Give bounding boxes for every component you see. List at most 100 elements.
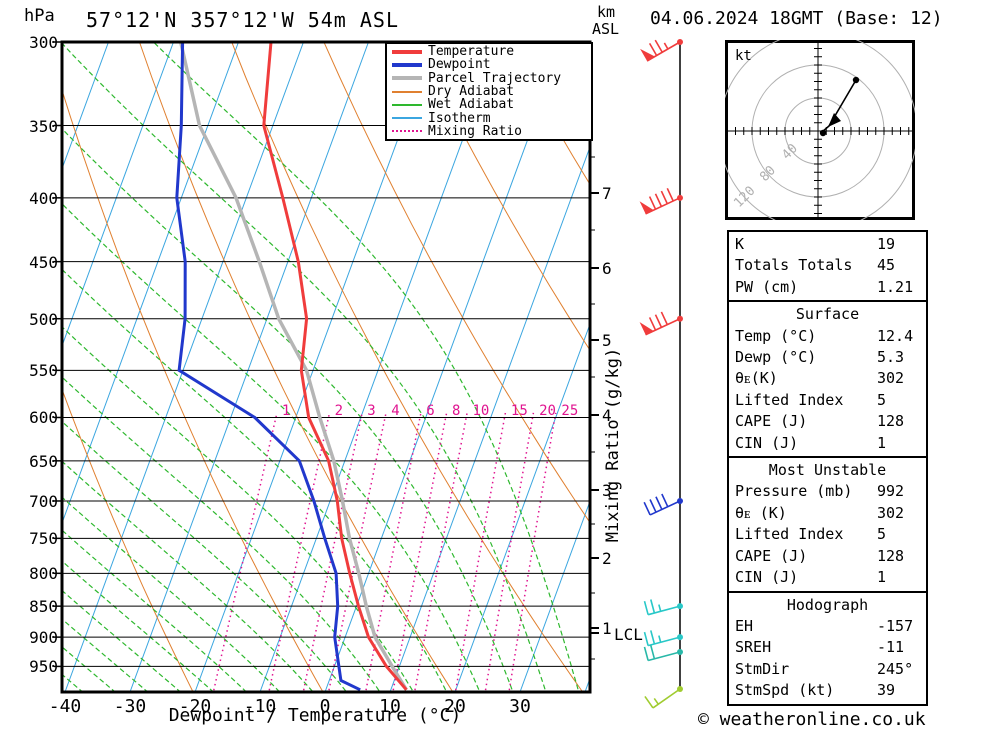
wind-barb-feather: [654, 193, 663, 207]
indices-table: K 19 Totals Totals 45 PW (cm) 1.21: [727, 230, 928, 303]
table-row: K 19: [735, 234, 926, 255]
stat-label: CAPE (J): [735, 412, 808, 431]
hodograph-axes: [728, 43, 912, 217]
wind-barb-feather: [648, 196, 657, 210]
dry-adiabat-line: [62, 88, 324, 692]
legend-label: Mixing Ratio: [428, 123, 522, 139]
pressure-tick-label: 850: [29, 597, 58, 617]
stat-value: 245°: [877, 659, 914, 678]
dry-adiabat-line: [62, 387, 194, 692]
table-row: StmSpd (kt) 39: [735, 680, 926, 701]
table-row: PW (cm) 1.21: [735, 277, 926, 298]
wind-barb-shaft: [652, 688, 681, 709]
wet-adiabat-line: [62, 460, 314, 692]
wind-barb-feather: [643, 600, 649, 615]
wind-barb-pennant: [640, 48, 655, 61]
wind-barb: [644, 686, 683, 709]
isotherm-line: [62, 42, 174, 348]
stat-value: 1: [877, 433, 887, 452]
mixing-ratio-value-label: 10: [472, 403, 490, 419]
pressure-tick-label: 650: [29, 451, 58, 471]
stat-label: Pressure (mb): [735, 482, 853, 501]
wind-barb-feather: [650, 645, 656, 660]
legend-item-mixing-ratio: Mixing Ratio: [387, 123, 591, 139]
stat-label: StmSpd (kt): [735, 681, 835, 700]
height-axis-unit-km: km: [597, 3, 616, 21]
temperature-curve: [262, 42, 408, 691]
legend-label: Wet Adiabat: [428, 97, 515, 113]
wind-barb-feather: [643, 631, 649, 646]
mixing-ratio-value-label: 20: [539, 403, 556, 419]
table-row: Pressure (mb) 992: [735, 481, 926, 502]
dry-adiabat-line: [415, 42, 590, 352]
stat-value: 19: [877, 235, 896, 253]
temperature-tick-label: 20: [444, 696, 466, 717]
wet-adiabat-line-sample: [392, 103, 422, 106]
wind-barb-feather: [654, 314, 663, 328]
legend-item-wet-adiabat: Wet Adiabat: [387, 97, 591, 113]
mixing-ratio-line: [327, 412, 387, 692]
wet-adiabat-line: [62, 560, 215, 692]
pressure-tick-label: 600: [29, 408, 58, 428]
stat-value: 39: [877, 681, 896, 700]
wind-barb-feather: [643, 646, 649, 661]
stat-label: Dewp (°C): [735, 348, 817, 367]
wind-barb-feather: [648, 317, 657, 331]
wind-barb-pennant: [639, 322, 654, 335]
temperature-tick-label: -20: [178, 696, 212, 717]
table-row: StmDir 245°: [735, 659, 926, 680]
isotherm-line: [324, 42, 564, 692]
wind-barb-feather: [654, 39, 663, 53]
dry-adiabat-line: [323, 42, 590, 524]
temperature-tick-label: -10: [243, 696, 277, 717]
height-tick-label: 3: [602, 481, 612, 500]
stat-label: K: [735, 235, 745, 253]
mixing-ratio-value-label: 25: [561, 403, 579, 419]
stat-value: 1.21: [877, 277, 914, 296]
wind-barb-feather: [650, 630, 656, 645]
mixing-ratio-line: [364, 412, 422, 692]
table-row: CIN (J) 1: [735, 567, 926, 588]
pressure-tick-label: 800: [29, 564, 58, 584]
mixing-ratio-line: [484, 412, 535, 692]
wind-barb-feather: [644, 696, 654, 709]
wind-barb-feather: [650, 599, 656, 614]
table-row: CAPE (J) 128: [735, 411, 926, 432]
parcel-line-sample: [392, 76, 422, 81]
wind-barb-shaft: [649, 500, 681, 516]
stat-value: 5: [877, 525, 887, 544]
copyright: © weatheronline.co.uk: [698, 709, 926, 730]
page-title: 57°12'N 357°12'W 54m ASL: [86, 8, 399, 32]
run-date: 04.06.2024 18GMT (Base: 12): [650, 8, 943, 29]
stat-label: Lifted Index: [735, 390, 844, 409]
legend-item-isotherm: Isotherm: [387, 111, 591, 126]
temperature-tick-label: -40: [48, 696, 82, 717]
wind-barb: [643, 645, 683, 662]
wind-barb-pennant: [639, 201, 654, 214]
wet-adiabat-line: [62, 529, 248, 692]
wind-barb-shaft: [647, 605, 681, 616]
temperature-tick-label: 0: [319, 696, 331, 717]
pressure-tick-label: 500: [29, 309, 58, 329]
stat-label: SREH: [735, 638, 772, 657]
isotherm-line: [259, 42, 499, 692]
mixing-ratio-axis-label: Mixing Ratio (g/kg): [603, 347, 623, 543]
dewpoint-curve: [175, 42, 361, 692]
skewt-axes-and-winds: [54, 39, 683, 709]
height-tick-label: 1: [602, 619, 612, 638]
lcl-marker-label: LCL: [614, 625, 643, 644]
wet-adiabat-line: [62, 202, 481, 692]
pressure-tick-label: 400: [29, 188, 58, 208]
stat-value: 5: [877, 390, 887, 409]
hodograph: 40 80 120 kt: [725, 40, 915, 220]
table-title: Hodograph: [786, 595, 869, 614]
legend-item-parcel: Parcel Trajectory: [387, 71, 591, 86]
mixing-ratio-value-label: 1: [281, 403, 291, 419]
stat-label: Temp (°C): [735, 326, 817, 345]
stat-value: -157: [877, 616, 914, 635]
pressure-tick-label: 700: [29, 491, 58, 511]
hodograph-unit: kt: [735, 48, 752, 64]
stats-tables: K 19 Totals Totals 45 PW (cm) 1.21 Surface …: [727, 230, 928, 706]
wind-barb: [643, 599, 683, 616]
legend-item-dewpoint: Dewpoint: [387, 57, 591, 72]
